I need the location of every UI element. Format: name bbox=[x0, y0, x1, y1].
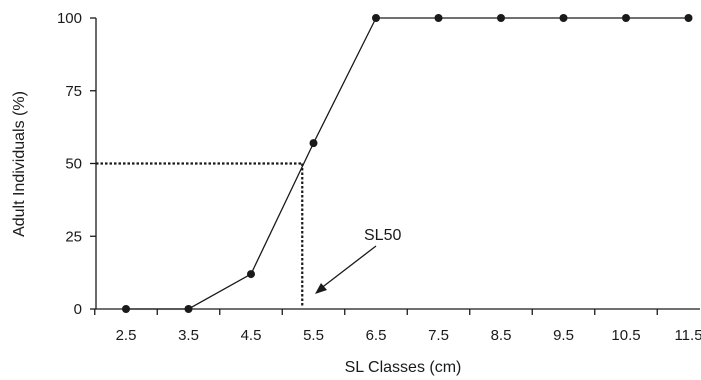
sl50-guide-lines bbox=[96, 162, 304, 307]
series-line bbox=[126, 17, 689, 310]
data-point bbox=[684, 14, 693, 22]
x-tick-label: 6.5 bbox=[366, 327, 387, 344]
x-tick-label: 2.5 bbox=[116, 327, 137, 344]
x-tick-label: 3.5 bbox=[178, 327, 199, 344]
data-point bbox=[247, 270, 255, 279]
x-tick-label: 5.5 bbox=[303, 327, 324, 344]
data-point bbox=[622, 14, 630, 22]
y-axis-title: Adult Individuals (%) bbox=[11, 91, 28, 237]
y-tick-label: 100 bbox=[57, 10, 82, 27]
y-tick-label: 50 bbox=[65, 156, 82, 173]
x-tick-label: 7.5 bbox=[428, 327, 449, 344]
axes: 0 25 50 75 100 2.5 3.5 4.5 5.5 6.5 7.5 8.5 9.5 10.5 11… bbox=[57, 10, 701, 344]
data-point bbox=[184, 305, 193, 313]
y-tick-label: 0 bbox=[74, 301, 82, 318]
data-point bbox=[434, 14, 443, 22]
data-point bbox=[309, 139, 318, 148]
x-tick-label: 11.5 bbox=[674, 327, 701, 344]
x-tick-label: 10.5 bbox=[611, 327, 640, 344]
data-point bbox=[122, 305, 130, 313]
x-axis-title: SL Classes (cm) bbox=[345, 359, 462, 376]
sl50-annotation: SL50 bbox=[315, 227, 401, 294]
data-series bbox=[122, 14, 693, 313]
data-point bbox=[559, 14, 568, 22]
y-tick-label: 25 bbox=[65, 228, 82, 245]
data-point bbox=[497, 14, 505, 22]
x-tick-label: 9.5 bbox=[553, 327, 574, 344]
sl50-arrow-head bbox=[315, 283, 327, 294]
sl50-label: SL50 bbox=[364, 227, 401, 244]
sl50-arrow-shaft bbox=[319, 245, 377, 290]
y-tick-label: 75 bbox=[65, 83, 82, 100]
x-tick-label: 4.5 bbox=[241, 327, 262, 344]
x-tick-label: 8.5 bbox=[491, 327, 512, 344]
data-point bbox=[372, 14, 380, 22]
